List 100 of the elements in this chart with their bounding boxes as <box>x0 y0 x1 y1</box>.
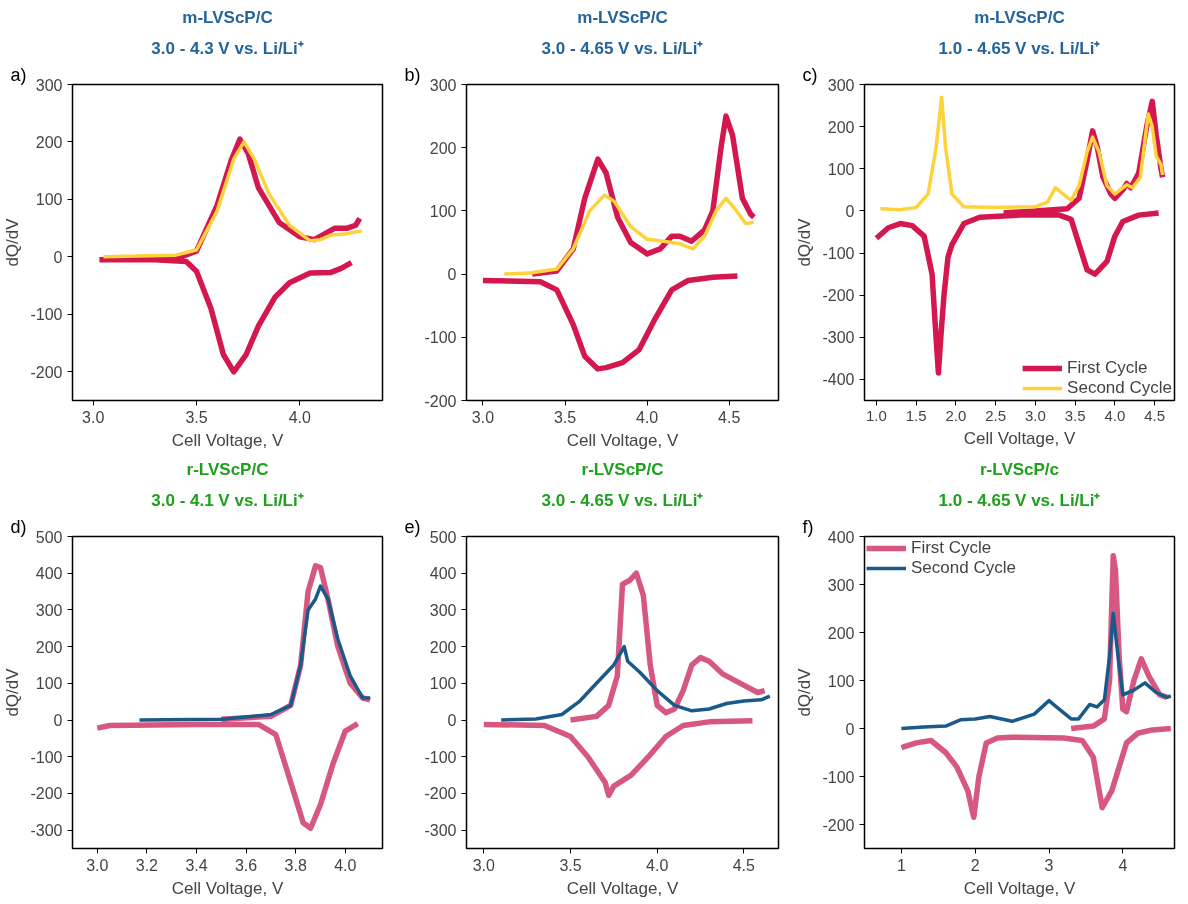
y-tick-label: -100 <box>30 306 63 324</box>
y-tick-label: 200 <box>429 139 457 157</box>
y-tick-label: 400 <box>35 565 63 583</box>
x-tick-label: 4.0 <box>636 408 659 426</box>
legend-label: Second Cycle <box>911 558 1016 578</box>
y-tick-label: 100 <box>827 672 855 690</box>
y-tick-label: 300 <box>429 601 457 619</box>
x-tick-label: 1.0 <box>866 406 887 424</box>
x-tick-label: 2.0 <box>945 406 967 424</box>
y-axis-title: dQ/dV <box>795 217 815 267</box>
y-tick-label: 200 <box>827 118 855 136</box>
x-tick-label: 4.0 <box>288 408 312 426</box>
x-tick-label: 4.5 <box>718 408 741 426</box>
x-tick-label: 2 <box>970 856 980 874</box>
chart-title: r-LVScP/c <box>979 459 1060 479</box>
chart-subtitle: 3.0 - 4.65 V vs. Li/Li⁺ <box>541 490 704 510</box>
x-tick-label: 2.5 <box>985 406 1007 424</box>
x-tick-label: 3.0 <box>82 408 105 426</box>
chart-title: r-LVScP/C <box>581 459 664 479</box>
chart-subtitle: 1.0 - 4.65 V vs. Li/Li⁺ <box>938 38 1101 58</box>
y-tick-label: -100 <box>424 748 457 766</box>
legend-label: First Cycle <box>1067 358 1148 378</box>
x-tick-label: 3.4 <box>185 856 208 874</box>
y-tick-label: 200 <box>429 638 457 656</box>
text: c) <box>802 64 818 85</box>
y-tick-label: 0 <box>53 248 63 266</box>
text: a) <box>10 64 27 85</box>
chart-title: m-LVScP/C <box>974 7 1065 27</box>
y-tick-label: -100 <box>424 329 457 347</box>
x-tick-label: 4.5 <box>732 856 756 874</box>
x-tick-label: 3.0 <box>1024 406 1046 424</box>
x-tick-label: 4.5 <box>1144 406 1166 424</box>
text: b) <box>404 64 421 85</box>
y-tick-label: 400 <box>429 565 457 583</box>
y-tick-label: 100 <box>429 202 457 220</box>
x-tick-label: 3.2 <box>135 856 159 874</box>
y-tick-label: 0 <box>845 720 855 738</box>
x-tick-label: 3 <box>1044 856 1054 874</box>
x-tick-label: 3.5 <box>553 408 577 426</box>
y-tick-label: 0 <box>447 712 457 730</box>
y-tick-label: 0 <box>447 266 457 284</box>
legend-label: First Cycle <box>911 538 992 558</box>
y-tick-label: -200 <box>822 287 855 305</box>
chart-title: m-LVScP/C <box>577 7 668 27</box>
y-tick-label: 500 <box>429 528 457 546</box>
y-tick-label: -200 <box>30 785 63 803</box>
text: f) <box>802 516 814 537</box>
y-tick-label: 100 <box>35 675 63 693</box>
y-tick-label: 300 <box>429 76 457 94</box>
y-tick-label: 0 <box>845 202 855 220</box>
y-axis-title: dQ/dV <box>3 217 23 267</box>
x-tick-label: 3.6 <box>234 856 258 874</box>
y-tick-label: -100 <box>822 768 855 786</box>
x-axis-title: Cell Voltage, V <box>566 430 679 450</box>
text: e) <box>404 516 421 537</box>
y-tick-label: 300 <box>827 576 855 594</box>
x-tick-label: 3.5 <box>185 408 208 426</box>
x-tick-label: 3.0 <box>472 856 496 874</box>
y-tick-label: -300 <box>30 822 63 840</box>
y-tick-label: 200 <box>827 624 855 642</box>
x-tick-label: 3.0 <box>86 856 109 874</box>
y-tick-label: 200 <box>35 133 63 151</box>
y-tick-label: 100 <box>429 675 457 693</box>
y-tick-label: -300 <box>822 329 855 347</box>
y-axis-title: dQ/dV <box>3 667 23 717</box>
x-tick-label: 4.0 <box>1104 406 1126 424</box>
x-tick-label: 4 <box>1118 856 1128 874</box>
y-tick-label: -100 <box>822 245 855 263</box>
text: d) <box>10 516 27 537</box>
y-tick-label: 300 <box>35 601 63 619</box>
y-tick-label: 200 <box>35 638 63 656</box>
chart-subtitle: 3.0 - 4.3 V vs. Li/Li⁺ <box>151 38 304 58</box>
y-tick-label: -400 <box>822 371 855 389</box>
y-axis-title: dQ/dV <box>795 667 815 717</box>
y-tick-label: -200 <box>822 816 855 834</box>
x-tick-label: 3.5 <box>1064 406 1086 424</box>
y-tick-label: 400 <box>827 528 855 546</box>
x-axis-title: Cell Voltage, V <box>171 430 284 450</box>
y-tick-label: 100 <box>35 191 63 209</box>
x-tick-label: 3.5 <box>559 856 582 874</box>
x-axis-title: Cell Voltage, V <box>963 878 1076 898</box>
y-tick-label: -200 <box>424 785 457 803</box>
y-tick-label: 500 <box>35 528 63 546</box>
x-tick-label: 3.8 <box>284 856 307 874</box>
x-axis-title: Cell Voltage, V <box>566 878 679 898</box>
chart-subtitle: 3.0 - 4.65 V vs. Li/Li⁺ <box>541 38 704 58</box>
y-tick-label: -200 <box>30 363 63 381</box>
x-tick-label: 4.0 <box>646 856 669 874</box>
x-tick-label: 4.0 <box>334 856 357 874</box>
y-tick-label: -200 <box>424 392 457 410</box>
chart-title: r-LVScP/C <box>186 459 269 479</box>
x-axis-title: Cell Voltage, V <box>963 428 1076 448</box>
chart-title: m-LVScP/C <box>182 7 273 27</box>
y-tick-label: 300 <box>827 76 855 94</box>
chart-subtitle: 3.0 - 4.1 V vs. Li/Li⁺ <box>151 490 304 510</box>
x-tick-label: 3.0 <box>471 408 495 426</box>
y-tick-label: 300 <box>35 76 63 94</box>
y-tick-label: -100 <box>30 748 63 766</box>
x-tick-label: 1 <box>896 856 906 874</box>
chart-subtitle: 1.0 - 4.65 V vs. Li/Li⁺ <box>938 490 1101 510</box>
